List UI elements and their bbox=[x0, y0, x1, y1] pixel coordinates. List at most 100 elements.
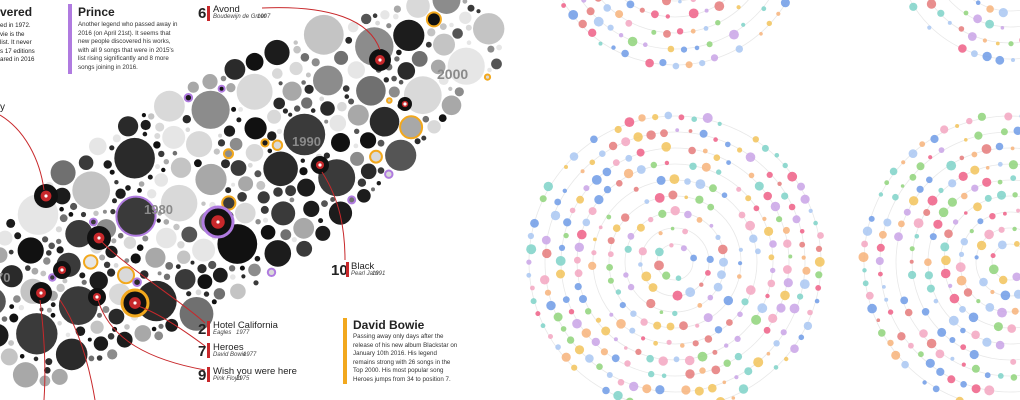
ring-dot bbox=[729, 29, 739, 40]
song-bubble bbox=[276, 128, 283, 135]
ring-dot bbox=[799, 241, 806, 248]
ring-dot bbox=[941, 255, 951, 266]
song-bubble bbox=[388, 86, 400, 98]
song-bubble bbox=[136, 244, 144, 251]
ring-dot bbox=[718, 244, 728, 255]
ring-dot bbox=[619, 302, 626, 309]
ring-dot bbox=[574, 283, 582, 291]
ring-dot bbox=[997, 240, 1007, 250]
song-bubble bbox=[68, 212, 74, 217]
ring-dot bbox=[580, 169, 585, 174]
ring-guide bbox=[592, 179, 758, 345]
ring-dot bbox=[935, 349, 945, 359]
song-bubble bbox=[237, 192, 247, 202]
song-bubble bbox=[406, 0, 430, 18]
connector-line bbox=[261, 7, 381, 51]
ring-dot bbox=[946, 160, 957, 171]
ring-dot bbox=[985, 303, 995, 312]
song-bubble bbox=[51, 368, 68, 385]
song-bubble bbox=[141, 113, 146, 118]
connector-line bbox=[97, 299, 206, 371]
ring-dot bbox=[751, 314, 762, 325]
song-bubble bbox=[293, 40, 298, 45]
ring-dot bbox=[997, 179, 1003, 185]
prince-line-5: list rising significantly and 8 more bbox=[78, 55, 169, 63]
ring-dot bbox=[624, 117, 635, 127]
ring-dot bbox=[799, 279, 810, 289]
song-bubble bbox=[300, 158, 305, 163]
song-bubble bbox=[299, 167, 308, 176]
song-bubble bbox=[217, 139, 226, 147]
ring-dot bbox=[909, 246, 915, 252]
song-bubble bbox=[241, 274, 246, 279]
song-bubble bbox=[158, 150, 165, 158]
ring-dot bbox=[670, 226, 675, 231]
song-bubble bbox=[0, 247, 8, 263]
ring-dot bbox=[892, 193, 899, 201]
song-bubble bbox=[211, 299, 217, 305]
ring-dot bbox=[648, 216, 654, 223]
song-bubble bbox=[289, 61, 303, 76]
ring-dot bbox=[897, 332, 906, 341]
decade-label: 2000 bbox=[437, 66, 468, 82]
ring-dot bbox=[815, 271, 823, 279]
ring-dot bbox=[862, 268, 867, 273]
ring-dot bbox=[979, 277, 988, 287]
ring-dot bbox=[636, 148, 645, 157]
rank-marker bbox=[346, 262, 349, 277]
prince-line-4: with all 9 songs that were in 2015's bbox=[78, 46, 174, 54]
ring-dot bbox=[783, 278, 793, 288]
ring-dot bbox=[887, 339, 894, 347]
rank-year: 1975 bbox=[236, 376, 250, 382]
ring-dot bbox=[684, 195, 688, 200]
song-bubble bbox=[114, 137, 155, 179]
ring-dot bbox=[788, 203, 796, 211]
song-bubble bbox=[245, 144, 264, 162]
ring-dot bbox=[958, 251, 965, 257]
ring-dot bbox=[889, 167, 898, 176]
ring-dot bbox=[918, 351, 924, 358]
ring-dot bbox=[909, 259, 914, 264]
song-bubble bbox=[353, 143, 359, 149]
song-bubble bbox=[147, 174, 153, 180]
song-bubble bbox=[155, 122, 165, 132]
ring-guide bbox=[544, 131, 806, 393]
ring-dot bbox=[688, 129, 693, 133]
song-bubble bbox=[425, 41, 432, 48]
ring-dot bbox=[926, 284, 935, 293]
ring-dot bbox=[695, 179, 706, 190]
ring-dot bbox=[526, 259, 532, 265]
song-bubble bbox=[157, 271, 162, 276]
ring-dot bbox=[530, 218, 539, 228]
ring-dot bbox=[574, 256, 581, 264]
song-bubble bbox=[394, 56, 400, 62]
ring-dot bbox=[623, 168, 634, 179]
ring-dot bbox=[667, 45, 675, 53]
ring-dot bbox=[789, 303, 800, 314]
ring-dot bbox=[777, 181, 782, 186]
ring-dot bbox=[998, 8, 1008, 18]
song-bubble bbox=[183, 93, 194, 103]
song-bubble bbox=[197, 264, 207, 274]
connector-line bbox=[101, 241, 206, 324]
song-bubble bbox=[267, 131, 277, 141]
ring-dot bbox=[971, 184, 979, 192]
ring-dot bbox=[971, 50, 978, 58]
ring-dot bbox=[701, 162, 711, 172]
ring-dot bbox=[644, 199, 650, 205]
top-left-line-2: vie is the bbox=[0, 30, 25, 38]
ring-dot bbox=[627, 36, 638, 47]
ring-dot bbox=[784, 356, 789, 362]
ring-dot bbox=[952, 219, 959, 225]
ring-dot bbox=[990, 253, 996, 259]
song-bubble bbox=[427, 28, 436, 37]
ring-dot bbox=[624, 346, 628, 350]
ring-dot bbox=[725, 141, 731, 148]
ring-dot bbox=[706, 255, 714, 263]
connector-line bbox=[39, 299, 46, 400]
ring-dot bbox=[689, 162, 697, 170]
ring-dot bbox=[548, 334, 553, 339]
song-bubble bbox=[354, 128, 360, 134]
ring-dot bbox=[568, 10, 579, 20]
connector-line bbox=[0, 114, 45, 191]
